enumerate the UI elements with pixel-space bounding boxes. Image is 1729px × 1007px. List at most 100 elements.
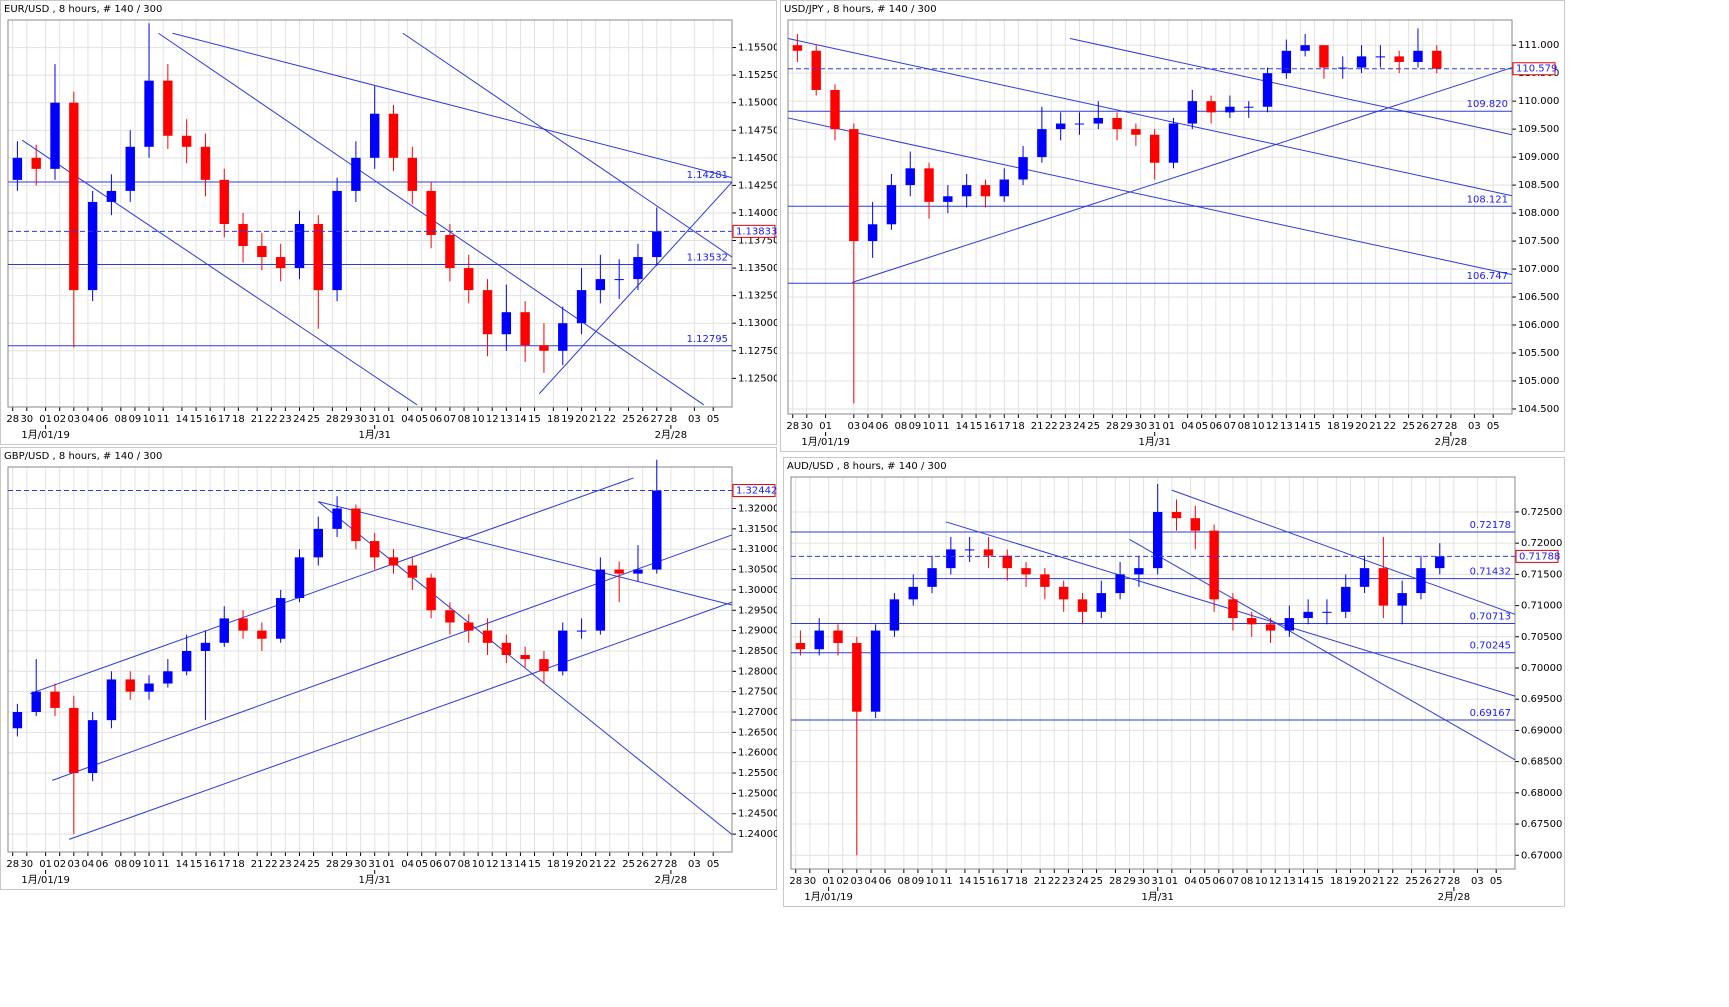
x-tick-label: 01 <box>39 859 52 870</box>
x-tick-label: 05 <box>1490 876 1503 887</box>
level-label: 0.69167 <box>1470 708 1511 719</box>
plot-frame <box>7 19 733 408</box>
candle-body <box>1375 56 1386 58</box>
trend-line <box>21 139 418 406</box>
x-tick-label: 23 <box>279 414 292 425</box>
x-tick-label: 02 <box>53 859 66 870</box>
x-tick-label: 15 <box>528 859 541 870</box>
candle-body <box>983 549 994 556</box>
plot-frame <box>7 466 733 853</box>
y-tick-label: 1.24500 <box>738 809 777 820</box>
candle-body <box>501 642 512 656</box>
x-tick-label: 22 <box>1383 421 1396 432</box>
x-tick-label: 07 <box>1227 876 1240 887</box>
month-label: 1月/01/19 <box>801 436 850 448</box>
x-tick-label: 11 <box>937 421 950 432</box>
candle-body <box>275 257 286 269</box>
x-tick-label: 03 <box>1468 421 1481 432</box>
x-tick-label: 11 <box>157 859 170 870</box>
x-tick-label: 05 <box>707 414 720 425</box>
candle-body <box>1040 574 1050 587</box>
candle-body <box>238 223 248 247</box>
candle-body <box>1018 157 1028 180</box>
month-label: 2月/28 <box>1435 436 1467 448</box>
x-tick-label: 26 <box>1419 876 1432 887</box>
chart-title: USD/JPY , 8 hours, # 140 / 300 <box>784 4 937 15</box>
x-tick-label: 18 <box>1327 421 1340 432</box>
y-tick-label: 1.29500 <box>738 605 777 616</box>
x-tick-label: 11 <box>940 876 953 887</box>
candle-body <box>69 707 79 774</box>
x-tick-label: 01 <box>822 876 835 887</box>
chart-title: EUR/USD , 8 hours, # 140 / 300 <box>4 4 162 15</box>
x-tick-label: 01 <box>39 414 52 425</box>
x-tick-label: 28 <box>326 859 339 870</box>
x-tick-label: 28 <box>1106 421 1119 432</box>
x-tick-label: 03 <box>850 876 863 887</box>
trend-line <box>68 601 733 840</box>
candle-body <box>12 157 23 180</box>
trend-line <box>318 501 733 606</box>
candle-body <box>1378 568 1389 606</box>
y-tick-label: 110.000 <box>1518 96 1559 107</box>
y-tick-label: 0.69000 <box>1521 725 1562 736</box>
y-tick-label: 111.000 <box>1518 40 1559 51</box>
x-tick-label: 24 <box>1073 421 1086 432</box>
candle-body <box>31 691 41 712</box>
trend-line <box>787 117 1513 276</box>
x-tick-label: 18 <box>1015 876 1028 887</box>
x-tick-label: 28 <box>789 876 802 887</box>
x-tick-label: 21 <box>589 859 602 870</box>
candle-body <box>1303 611 1313 619</box>
y-tick-label: 1.13500 <box>738 263 777 274</box>
trend-line <box>851 67 1513 283</box>
x-tick-label: 04 <box>82 414 95 425</box>
trend-line <box>1129 538 1516 761</box>
candle-body <box>1021 568 1031 575</box>
x-tick-label: 06 <box>1209 421 1222 432</box>
candle-body <box>999 179 1009 197</box>
candle-body <box>886 185 897 225</box>
x-tick-label: 27 <box>1433 876 1446 887</box>
candle-body <box>1432 50 1442 69</box>
x-tick-label: 21 <box>1372 876 1385 887</box>
candle-body <box>830 89 840 130</box>
x-tick-label: 06 <box>879 876 892 887</box>
candle-body <box>539 345 549 351</box>
candle-body <box>1284 618 1295 631</box>
candle-body <box>520 655 530 660</box>
candle-body <box>1225 106 1235 113</box>
x-tick-label: 25 <box>1087 421 1100 432</box>
x-tick-label: 27 <box>650 414 663 425</box>
panel-border <box>783 457 1565 907</box>
x-tick-label: 11 <box>157 414 170 425</box>
y-tick-label: 107.000 <box>1518 264 1559 275</box>
candle-body <box>1150 134 1160 163</box>
x-tick-label: 08 <box>114 859 127 870</box>
y-tick-label: 0.70000 <box>1521 663 1562 674</box>
candle-body <box>313 223 323 291</box>
candle-body <box>595 279 606 291</box>
x-tick-label: 07 <box>1224 421 1237 432</box>
x-tick-label: 12 <box>1266 421 1279 432</box>
x-tick-label: 25 <box>622 414 635 425</box>
candle-body <box>12 712 23 729</box>
candle-body <box>464 268 474 291</box>
x-tick-label: 05 <box>707 859 720 870</box>
x-tick-label: 20 <box>575 859 588 870</box>
y-tick-label: 1.15000 <box>738 98 777 109</box>
y-tick-label: 109.000 <box>1518 152 1559 163</box>
x-tick-label: 04 <box>401 859 414 870</box>
candle-body <box>1319 45 1329 68</box>
x-tick-label: 27 <box>1430 421 1443 432</box>
candle-body <box>833 630 843 644</box>
y-tick-label: 1.31500 <box>738 524 777 535</box>
level-label: 0.71432 <box>1470 567 1511 578</box>
x-tick-label: 21 <box>1031 421 1044 432</box>
candle-body <box>1002 555 1012 569</box>
y-tick-label: 0.70500 <box>1521 632 1562 643</box>
x-tick-label: 04 <box>401 414 414 425</box>
candle-body <box>200 642 211 651</box>
x-tick-label: 02 <box>53 414 66 425</box>
